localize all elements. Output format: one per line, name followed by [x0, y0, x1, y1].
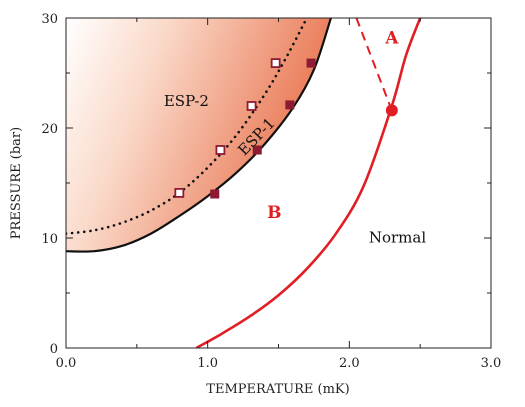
x-tick-label-1: 1.0 [197, 356, 218, 371]
y-tick-label-2: 20 [41, 122, 58, 137]
y-tick-label-0: 0 [50, 342, 58, 357]
filled-square-point-1 [252, 145, 262, 155]
x-tick-label-2: 2.0 [339, 356, 360, 371]
boundary-line-red [195, 18, 422, 348]
y-axis-title: PRESSURE (bar) [9, 127, 24, 239]
annotation-esp2: ESP-2 [164, 92, 209, 110]
phase-lines [66, 18, 422, 348]
boundary-line-black [66, 18, 332, 253]
open-square-point-2 [246, 101, 257, 111]
open-square-point-1 [215, 145, 226, 155]
annotation-normal: Normal [369, 228, 426, 246]
open-square-point-3 [270, 58, 281, 68]
esp-shaded-region [66, 18, 331, 252]
annotation-a: A [384, 28, 399, 48]
x-tick-label-0: 0.0 [56, 356, 77, 371]
x-tick-label-3: 3.0 [481, 356, 502, 371]
data-markers [174, 58, 398, 199]
axis-ticks [65, 17, 492, 349]
y-tick-label-1: 10 [41, 232, 58, 247]
y-tick-label-3: 30 [41, 12, 58, 27]
boundary-line-red-dashed [355, 18, 393, 111]
boundary-line-dotted [66, 18, 309, 235]
x-axis-title: TEMPERATURE (mK) [206, 382, 349, 397]
open-square-point-0 [174, 187, 185, 198]
filled-square-point-3 [306, 58, 316, 68]
annotation-b: B [267, 203, 281, 223]
filled-square-point-2 [285, 100, 295, 110]
filled-square-point-0 [210, 189, 220, 199]
red-circle-point [385, 104, 398, 117]
